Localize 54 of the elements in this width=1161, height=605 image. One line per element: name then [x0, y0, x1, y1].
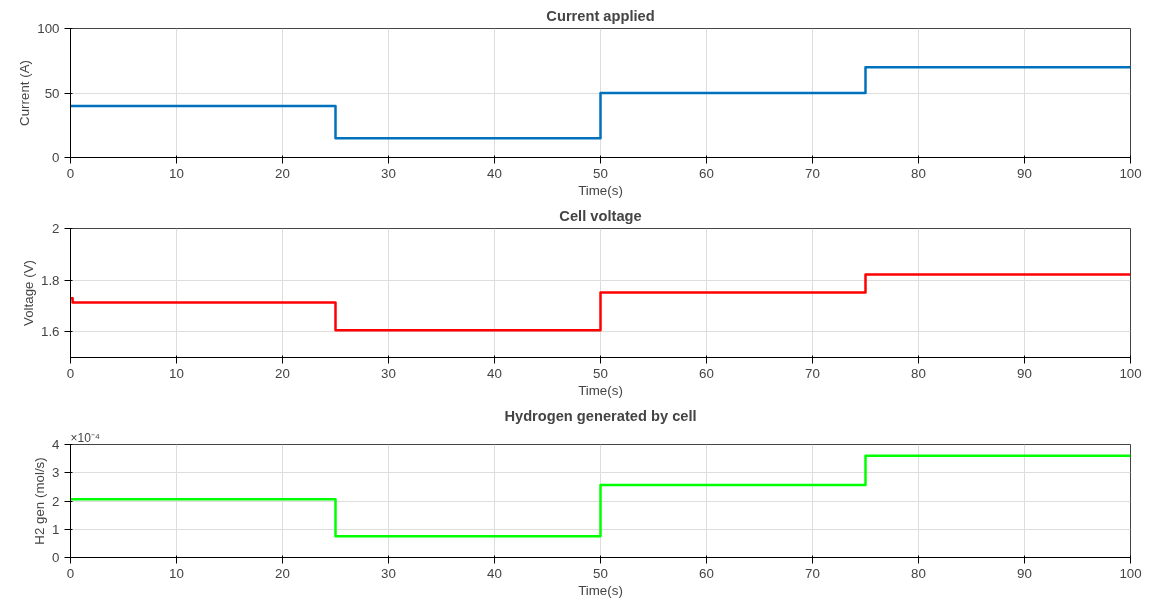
y-tick-label: 0	[52, 150, 60, 165]
chart-title: Cell voltage	[559, 207, 642, 224]
x-tick-label: 30	[381, 165, 396, 181]
x-tick-label: 0	[66, 565, 75, 581]
x-tick-label: 40	[487, 565, 502, 581]
x-tick-label: 70	[805, 165, 820, 181]
x-tick-label: 30	[381, 365, 396, 381]
x-tick-label: 20	[275, 165, 290, 181]
x-tick-label: 20	[275, 365, 290, 381]
y-tick-label: 1.8	[40, 272, 60, 288]
y-tick-label: 2	[52, 221, 60, 236]
x-axis-title: Time(s)	[578, 182, 623, 198]
y-tick-label: 2	[52, 493, 60, 509]
y-tick-label: 0	[52, 550, 60, 565]
x-tick-label: 10	[169, 565, 184, 581]
x-tick-label: 20	[275, 565, 290, 581]
x-tick-label: 60	[699, 565, 714, 581]
x-tick-label: 100	[1119, 565, 1142, 581]
x-tick-label: 50	[593, 365, 608, 381]
y-axis-title: Current (A)	[17, 60, 33, 126]
y-axis-title: H2 gen (mol/s)	[32, 457, 48, 545]
chart-title: Current applied	[546, 7, 655, 24]
x-tick-label: 90	[1017, 365, 1032, 381]
x-tick-label: 100	[1119, 365, 1142, 381]
x-tick-label: 100	[1119, 165, 1142, 181]
x-tick-label: 80	[911, 365, 926, 381]
chart-title: Hydrogen generated by cell	[504, 407, 697, 424]
y-tick-label: 4	[52, 437, 61, 452]
x-tick-label: 10	[169, 165, 184, 181]
x-tick-label: 80	[911, 565, 926, 581]
text: ×10⁻⁴	[70, 430, 101, 445]
y-tick-label: 1.6	[40, 324, 60, 340]
x-tick-label: 80	[911, 165, 926, 181]
y-tick-label: 50	[44, 85, 60, 101]
x-axis-title: Time(s)	[578, 382, 623, 398]
x-tick-label: 0	[66, 165, 75, 181]
y-tick-label: 100	[37, 21, 60, 36]
y-axis-title: Voltage (V)	[20, 260, 36, 326]
x-tick-label: 70	[805, 365, 820, 381]
x-tick-label: 60	[699, 365, 714, 381]
x-tick-label: 40	[487, 165, 502, 181]
x-tick-label: 40	[487, 365, 502, 381]
x-axis-title: Time(s)	[578, 582, 623, 598]
x-tick-label: 0	[66, 365, 75, 381]
x-tick-label: 50	[593, 565, 608, 581]
x-tick-label: 30	[381, 565, 396, 581]
x-tick-label: 90	[1017, 165, 1032, 181]
x-tick-label: 60	[699, 165, 714, 181]
y-tick-label: 1	[52, 521, 60, 537]
x-tick-label: 70	[805, 565, 820, 581]
x-tick-label: 90	[1017, 565, 1032, 581]
x-tick-label: 50	[593, 165, 608, 181]
x-tick-label: 10	[169, 365, 184, 381]
y-tick-label: 3	[52, 465, 60, 481]
